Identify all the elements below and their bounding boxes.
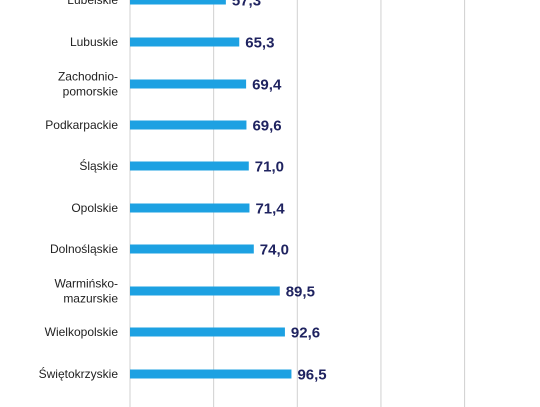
category-label-1: Lubuskie — [70, 35, 118, 49]
value-label-5: 71,4 — [255, 201, 285, 218]
value-label-4: 71,0 — [255, 159, 284, 176]
bars — [130, 0, 292, 379]
category-label-5: Opolskie — [71, 201, 118, 215]
bar-6 — [130, 244, 254, 254]
category-label-0: Lubelskie — [67, 0, 118, 7]
category-label-9: Świętokrzyskie — [39, 366, 119, 381]
bar-9 — [130, 369, 292, 379]
category-label-4: Śląskie — [79, 158, 118, 173]
gridlines — [129, 0, 466, 407]
value-label-0: 57,3 — [232, 0, 261, 10]
value-label-1: 65,3 — [245, 35, 274, 52]
bar-3 — [130, 120, 247, 130]
value-label-6: 74,0 — [260, 242, 289, 259]
category-labels: Lubelskie Lubuskie Zachodnio-pomorskie Podk… — [39, 0, 119, 381]
bar-1 — [130, 37, 240, 47]
value-label-2: 69,4 — [252, 77, 282, 94]
category-label-2: Zachodnio-pomorskie — [58, 70, 118, 99]
category-label-6: Dolnośląskie — [50, 242, 118, 256]
category-label-7: Warmińsko-mazurskie — [54, 277, 118, 306]
bar-2 — [130, 79, 247, 89]
value-label-3: 69,6 — [252, 118, 281, 135]
value-label-8: 92,6 — [291, 325, 320, 342]
category-label-8: Wielkopolskie — [45, 325, 119, 339]
bar-0 — [130, 0, 226, 5]
value-labels: 57,3 65,3 69,4 69,6 71,0 71,4 74,0 89,5 92,6 96,5 — [232, 0, 327, 384]
category-label-3: Podkarpackie — [45, 118, 118, 132]
bar-7 — [130, 286, 280, 296]
bar-8 — [130, 327, 285, 337]
value-label-7: 89,5 — [286, 284, 315, 301]
bar-4 — [130, 161, 249, 171]
value-label-9: 96,5 — [297, 367, 326, 384]
bar-5 — [130, 203, 250, 213]
